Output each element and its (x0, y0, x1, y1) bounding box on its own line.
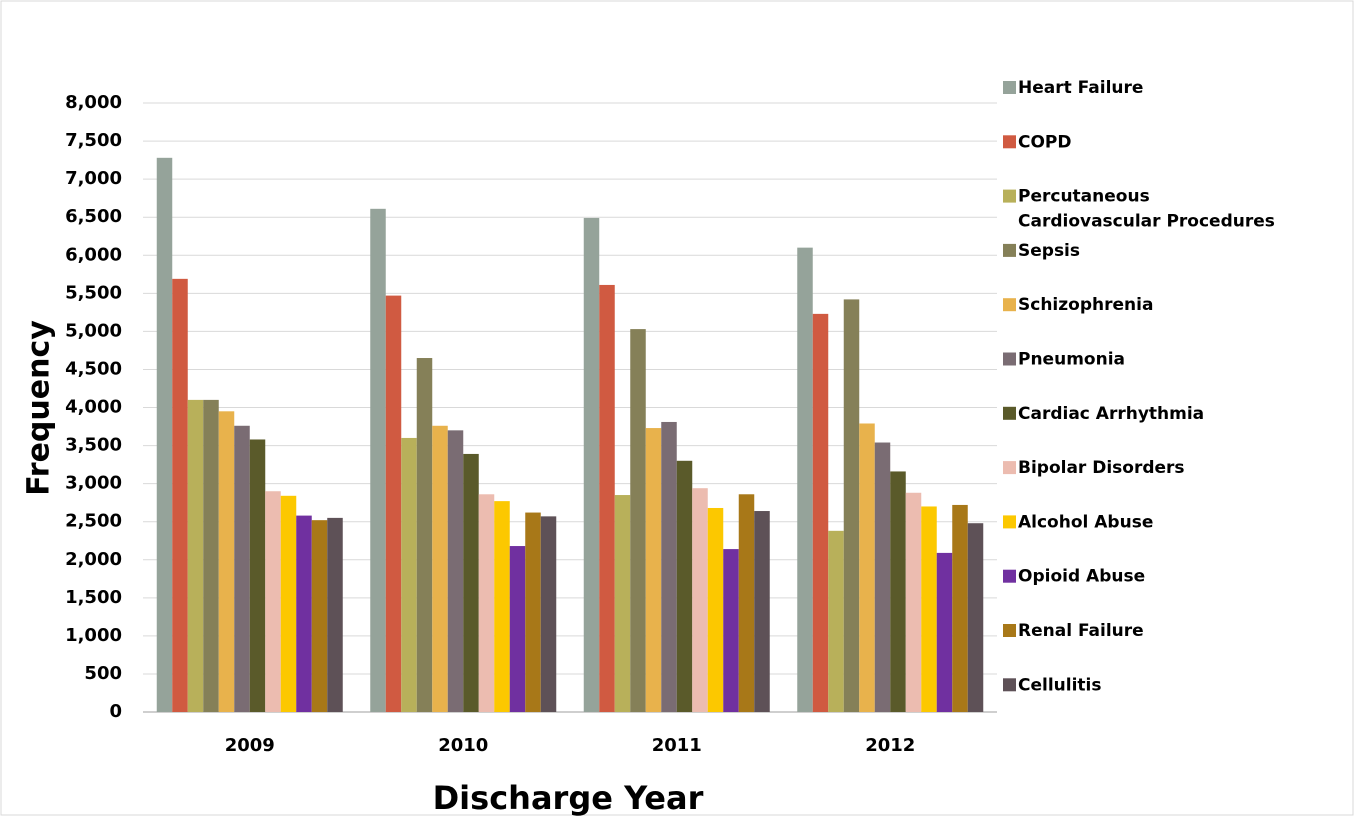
legend-label: Percutaneous Cardiovascular Procedures (1018, 187, 1275, 232)
legend-label: Renal Failure (1018, 621, 1144, 641)
bar (967, 523, 984, 712)
bar (645, 428, 662, 712)
legend-label: Sepsis (1018, 241, 1080, 261)
bar (692, 488, 708, 712)
bar (249, 439, 266, 712)
bar (203, 399, 219, 712)
legend-label-line: Percutaneous (1018, 187, 1156, 207)
bar (327, 517, 343, 712)
legend-swatch (1003, 569, 1016, 583)
y-tick-label: 1,000 (65, 625, 122, 646)
y-tick-label: 2,000 (65, 549, 122, 570)
legend-swatch (1003, 678, 1016, 692)
y-tick-label: 4,000 (65, 397, 122, 418)
bar (614, 495, 631, 712)
bar (952, 504, 968, 712)
y-tick-label: 6,500 (65, 206, 122, 227)
y-tick-label: 3,000 (65, 473, 122, 494)
x-tick-label: 2010 (438, 735, 488, 756)
legend-swatch (1003, 352, 1016, 366)
bar (890, 471, 906, 712)
legend-label: Cardiac Arrhythmia (1018, 404, 1204, 424)
bar (630, 329, 646, 712)
bar (509, 546, 526, 712)
bar (280, 495, 297, 712)
bar (859, 423, 875, 712)
y-tick-label: 1,500 (65, 587, 122, 608)
bar (234, 425, 250, 712)
bar (599, 284, 615, 712)
bar (385, 295, 402, 712)
y-tick-label: 7,500 (65, 130, 122, 151)
bar (416, 358, 433, 712)
bar (187, 399, 204, 712)
bar (540, 516, 557, 712)
legend-swatch (1003, 243, 1016, 257)
bar (874, 442, 891, 712)
bar (738, 494, 755, 712)
bar (905, 492, 922, 712)
y-tick-label: 3,500 (65, 435, 122, 456)
x-tick-label: 2011 (652, 735, 702, 756)
legend-swatch (1003, 461, 1016, 475)
bar (707, 507, 724, 712)
bar (583, 217, 600, 713)
legend-label: COPD (1018, 132, 1072, 152)
bar (812, 313, 829, 712)
bar (754, 511, 770, 712)
y-tick-label: 7,000 (65, 168, 122, 189)
y-tick-label: 5,000 (65, 320, 122, 341)
legend-label-line: Cardiovascular Procedures (1018, 212, 1275, 232)
legend-swatch (1003, 298, 1016, 312)
legend-label: Schizophrenia (1018, 295, 1153, 315)
legend-swatch (1003, 189, 1016, 203)
y-axis-title: Frequency (22, 320, 57, 496)
bar (447, 430, 464, 712)
bar (156, 157, 173, 712)
y-tick-label: 0 (109, 701, 122, 722)
y-tick-label: 6,000 (65, 244, 122, 265)
legend-swatch (1003, 81, 1016, 94)
bar (843, 299, 860, 712)
bar (525, 512, 541, 712)
legend-swatch (1003, 515, 1016, 529)
y-tick-label: 5,500 (65, 282, 122, 303)
bar (370, 208, 386, 712)
y-tick-label: 2,500 (65, 511, 122, 532)
legend-swatch (1003, 135, 1016, 149)
legend-label: Heart Failure (1018, 78, 1143, 98)
legend-swatch (1003, 624, 1016, 637)
bar (921, 506, 937, 712)
legend-label: Alcohol Abuse (1018, 512, 1153, 532)
x-axis-title: Discharge Year (433, 779, 704, 816)
y-tick-label: 500 (84, 663, 122, 684)
bar (797, 247, 813, 712)
bar (218, 411, 235, 712)
y-tick-label: 8,000 (65, 92, 122, 113)
bar (401, 437, 417, 712)
legend-swatch (1003, 406, 1016, 420)
bar (494, 501, 510, 712)
legend-label: Opioid Abuse (1018, 567, 1145, 587)
bar (661, 421, 677, 712)
bar (463, 453, 479, 712)
bar (296, 515, 312, 712)
legend-label: Pneumonia (1018, 350, 1125, 370)
x-tick-label: 2009 (225, 735, 275, 756)
bar (936, 552, 953, 712)
bar (172, 278, 188, 712)
x-tick-label: 2012 (865, 735, 915, 756)
legend-label: Bipolar Disorders (1018, 458, 1185, 478)
bar (723, 549, 739, 712)
bar (311, 520, 328, 712)
bar (676, 460, 693, 712)
legend-label: Cellulitis (1018, 675, 1102, 695)
y-tick-label: 4,500 (65, 358, 122, 379)
bar (828, 530, 844, 712)
bar (265, 491, 281, 712)
bar (478, 494, 495, 712)
bar (432, 425, 448, 712)
